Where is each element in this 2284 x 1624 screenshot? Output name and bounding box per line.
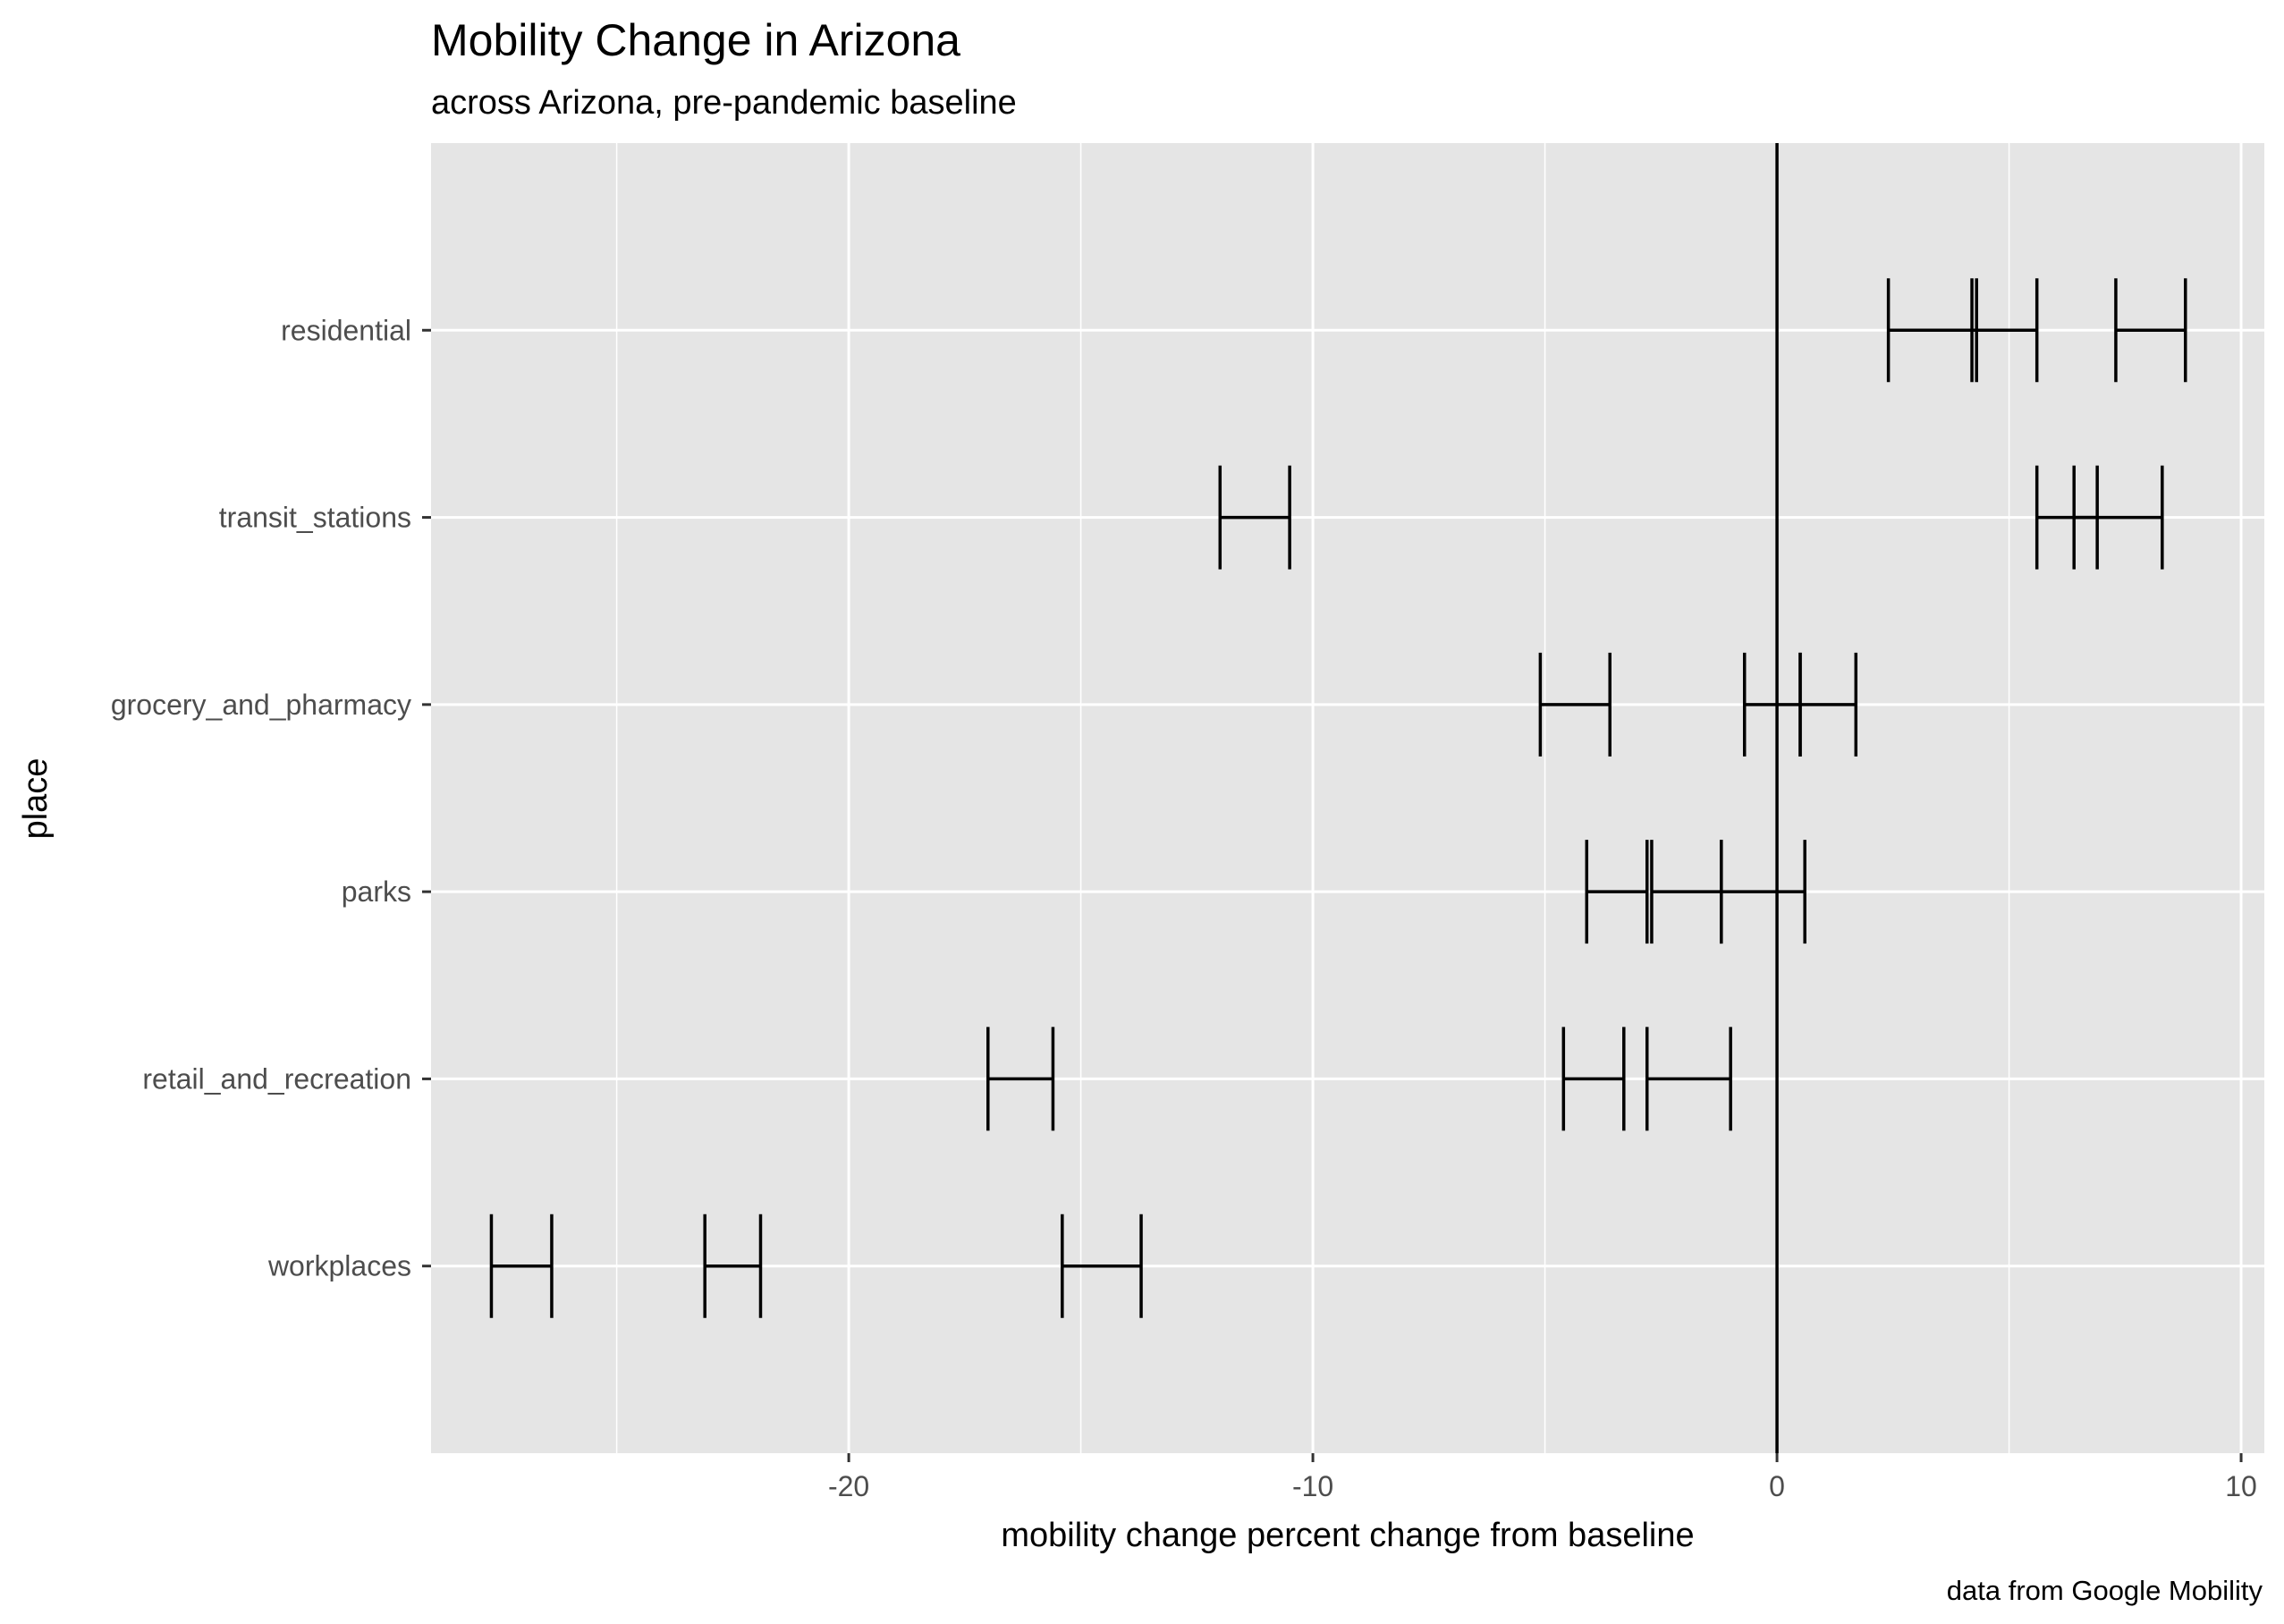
chart-subtitle: across Arizona, pre-pandemic baseline bbox=[431, 84, 1017, 122]
errorbar-workplaces bbox=[489, 1214, 554, 1318]
errorbar-workplaces bbox=[703, 1214, 763, 1318]
y-axis-ticks: workplaces retail_and_recreation parks groc… bbox=[111, 314, 431, 1282]
x-tick-label: 10 bbox=[2225, 1470, 2257, 1502]
chart-title: Mobility Change in Arizona bbox=[431, 15, 960, 65]
x-axis-title: mobility change percent change from base… bbox=[1001, 1517, 1694, 1554]
errorbar-parks bbox=[1720, 840, 1806, 944]
errorbar-transit-stations bbox=[2072, 465, 2164, 570]
y-tick-label-transit-stations: transit_stations bbox=[219, 502, 411, 534]
minor-gridlines bbox=[615, 143, 2010, 1453]
y-tick-label-workplaces: workplaces bbox=[267, 1250, 411, 1282]
y-tick-label-residential: residential bbox=[281, 314, 411, 346]
errorbar-residential bbox=[1970, 278, 2039, 383]
errorbar-retail-and-recreation bbox=[1561, 1027, 1626, 1131]
y-axis-title: place bbox=[17, 758, 55, 840]
errorbar-grocery-and-pharmacy bbox=[1798, 652, 1858, 757]
x-tick-label: 0 bbox=[1769, 1470, 1785, 1502]
errorbar-grocery-and-pharmacy bbox=[1538, 652, 1611, 757]
errorbar-transit-stations bbox=[1218, 465, 1291, 570]
y-tick-label-retail-and-recreation: retail_and_recreation bbox=[142, 1062, 411, 1095]
errorbar-workplaces bbox=[1061, 1214, 1143, 1318]
x-axis-ticks: -20 -10 0 10 bbox=[828, 1453, 2257, 1502]
errorbar-retail-and-recreation bbox=[986, 1027, 1055, 1131]
y-tick-label-grocery-and-pharmacy: grocery_and_pharmacy bbox=[111, 689, 411, 721]
plot-panel bbox=[431, 143, 2264, 1453]
chart-caption: data from Google Mobility bbox=[1947, 1575, 2263, 1606]
x-tick-label: -20 bbox=[828, 1470, 869, 1502]
errorbar-residential bbox=[2114, 278, 2187, 383]
error-bars bbox=[489, 278, 2187, 1318]
errorbar-retail-and-recreation bbox=[1645, 1027, 1732, 1131]
y-tick-label-parks: parks bbox=[342, 875, 411, 908]
errorbar-parks bbox=[1585, 840, 1649, 944]
x-tick-label: -10 bbox=[1292, 1470, 1333, 1502]
